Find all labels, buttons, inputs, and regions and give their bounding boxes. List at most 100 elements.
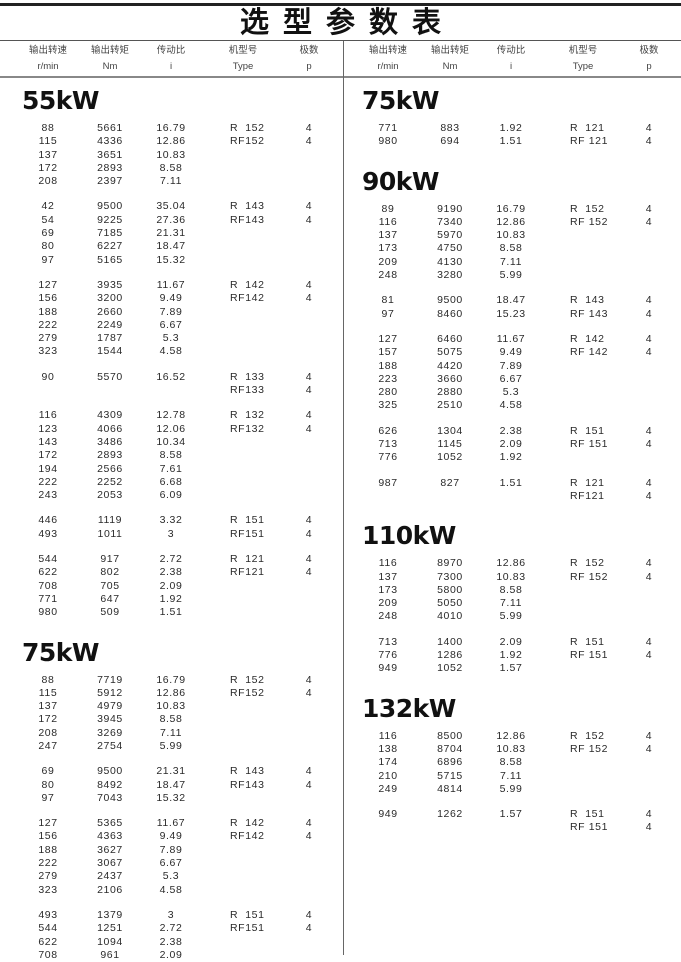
output-speed-cell: 222 [18,476,78,489]
output-speed-cell: 248 [358,269,418,282]
ratio-cell: 6.67 [481,373,541,386]
output-speed-cell: 172 [18,162,78,175]
ratio-cell: 12.86 [481,730,541,743]
ratio-cell: 2.72 [141,922,201,935]
header-label-cn: 机型号 [553,43,613,59]
output-torque-cell: 2053 [80,489,140,502]
ratio-cell: 7.11 [481,597,541,610]
output-speed-cell: 622 [18,566,78,579]
type-cell: RF 152 [570,216,608,229]
ratio-cell: 8.58 [481,584,541,597]
output-torque-cell: 8460 [420,308,480,321]
poles-cell: 4 [619,294,679,307]
poles-cell: 4 [619,425,679,438]
ratio-cell: 18.47 [141,779,201,792]
header-unit: i [141,59,201,75]
ratio-cell: 1.57 [481,662,541,675]
ratio-cell: 1.92 [481,649,541,662]
output-speed-cell: 143 [18,436,78,449]
output-torque-cell: 4420 [420,360,480,373]
type-cell: R 143 [570,294,605,307]
output-torque-cell: 647 [80,593,140,606]
output-torque-cell: 1379 [80,909,140,922]
ratio-cell: 21.31 [141,227,201,240]
ratio-cell: 12.86 [481,557,541,570]
output-speed-cell: 249 [358,783,418,796]
output-speed-cell: 97 [18,792,78,805]
ratio-cell: 5.99 [141,740,201,753]
output-torque-cell: 4130 [420,256,480,269]
ratio-cell: 10.83 [141,700,201,713]
ratio-cell: 1.92 [481,451,541,464]
poles-cell: 4 [619,571,679,584]
ratio-cell: 1.51 [481,135,541,148]
output-speed-cell: 137 [18,149,78,162]
output-speed-cell: 209 [358,256,418,269]
header-label-cn: 极数 [619,43,679,59]
output-torque-cell: 2893 [80,449,140,462]
output-speed-cell: 80 [18,779,78,792]
title-rule [0,40,681,41]
ratio-cell: 2.09 [141,580,201,593]
poles-cell: 4 [279,553,339,566]
ratio-cell: 1.51 [141,606,201,619]
ratio-cell: 16.79 [141,122,201,135]
poles-cell: 4 [279,514,339,527]
output-torque-cell: 1251 [80,922,140,935]
output-speed-cell: 949 [358,808,418,821]
output-torque-cell: 5365 [80,817,140,830]
ratio-cell: 4.58 [141,884,201,897]
output-speed-cell: 209 [358,597,418,610]
poles-cell: 4 [279,566,339,579]
type-cell: R 151 [570,808,605,821]
ratio-cell: 16.79 [481,203,541,216]
output-torque-cell: 1304 [420,425,480,438]
output-speed-cell: 210 [358,770,418,783]
output-torque-cell: 2106 [80,884,140,897]
header-label-cn: 极数 [279,43,339,59]
output-torque-cell: 3486 [80,436,140,449]
output-torque-cell: 3651 [80,149,140,162]
output-torque-cell: 3627 [80,844,140,857]
ratio-cell: 5.99 [481,610,541,623]
output-torque-cell: 2880 [420,386,480,399]
poles-cell: 4 [279,909,339,922]
output-torque-cell: 5970 [420,229,480,242]
type-cell: R 152 [570,557,605,570]
poles-cell: 4 [619,216,679,229]
output-torque-cell: 694 [420,135,480,148]
ratio-cell: 5.99 [481,269,541,282]
output-torque-cell: 4010 [420,610,480,623]
poles-cell: 4 [279,371,339,384]
poles-cell: 4 [279,200,339,213]
ratio-cell: 10.83 [481,571,541,584]
header-unit: Type [553,59,613,75]
poles-cell: 4 [619,438,679,451]
type-cell: R 142 [230,817,265,830]
ratio-cell: 11.67 [481,333,541,346]
output-torque-cell: 802 [80,566,140,579]
